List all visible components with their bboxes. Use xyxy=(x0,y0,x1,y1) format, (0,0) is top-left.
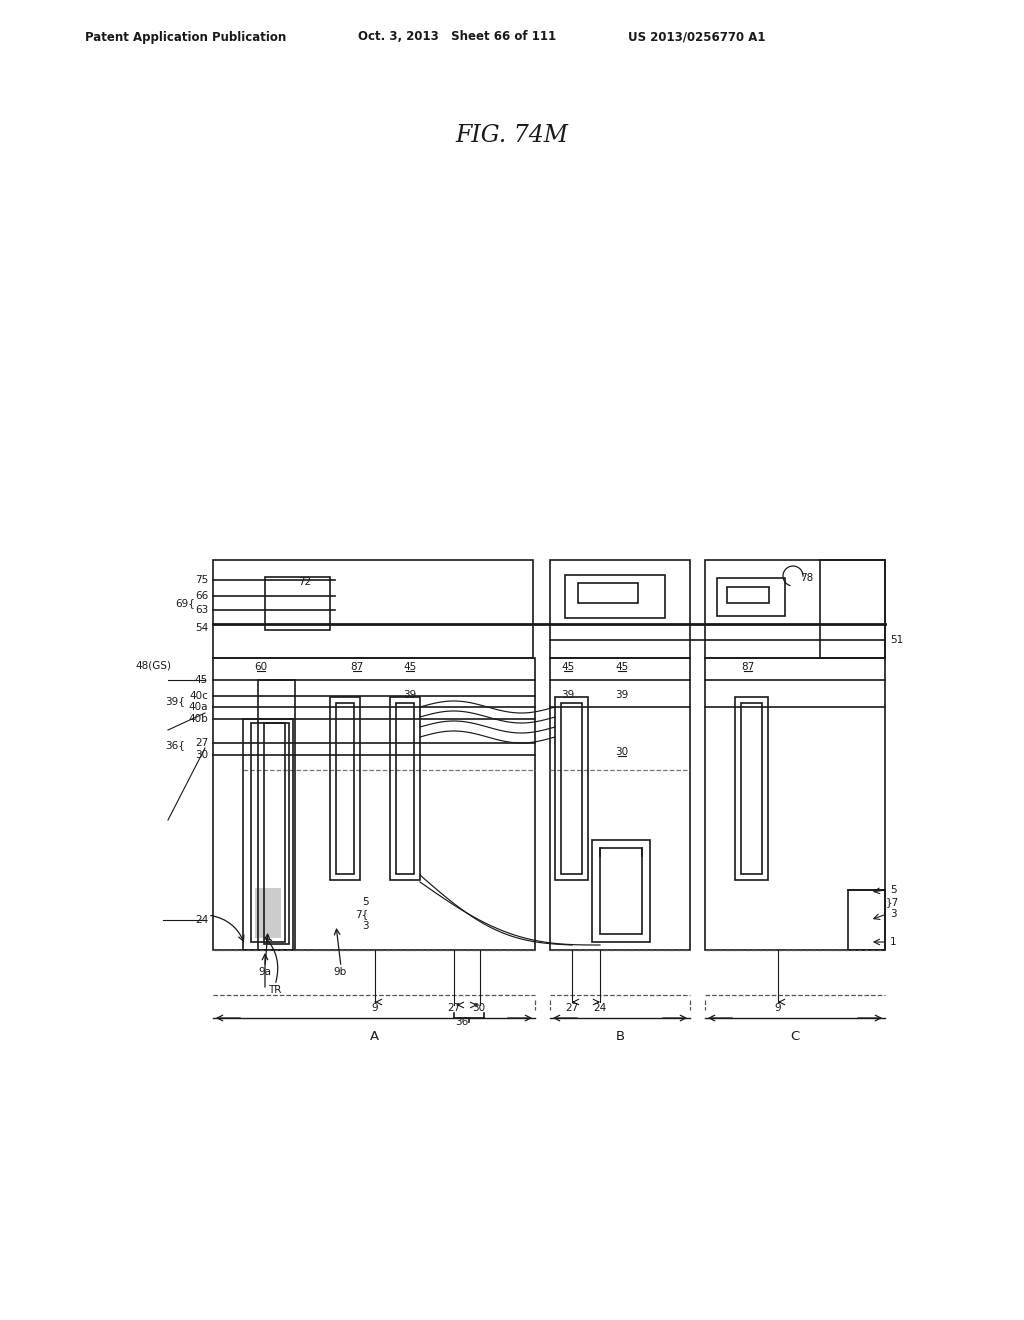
Text: 30: 30 xyxy=(195,750,208,760)
Bar xyxy=(265,577,330,630)
Text: 87: 87 xyxy=(741,663,755,672)
Text: 72: 72 xyxy=(298,577,311,587)
Text: 1: 1 xyxy=(890,937,897,946)
Bar xyxy=(213,657,535,950)
Text: 9b: 9b xyxy=(334,968,347,977)
Text: A: A xyxy=(370,1030,379,1043)
Text: 45: 45 xyxy=(615,663,629,672)
Text: 27: 27 xyxy=(447,1003,461,1012)
Text: 40c: 40c xyxy=(189,690,208,701)
Bar xyxy=(705,560,885,657)
Bar xyxy=(735,697,768,880)
Bar xyxy=(741,704,762,874)
Text: 30: 30 xyxy=(615,747,629,756)
Text: 24: 24 xyxy=(593,1003,606,1012)
Text: 36{: 36{ xyxy=(165,741,185,750)
Text: 27: 27 xyxy=(565,1003,579,1012)
Text: 51: 51 xyxy=(890,635,903,645)
Text: 40a: 40a xyxy=(188,702,208,711)
Text: 75: 75 xyxy=(195,576,208,585)
Text: 40b: 40b xyxy=(188,714,208,723)
Text: 63: 63 xyxy=(195,605,208,615)
Bar xyxy=(336,704,354,874)
Text: 78: 78 xyxy=(800,573,813,583)
Text: 9: 9 xyxy=(775,1003,781,1012)
Text: TR: TR xyxy=(268,985,282,995)
Text: 9: 9 xyxy=(372,1003,378,1012)
Text: FIG. 74M: FIG. 74M xyxy=(456,124,568,147)
Bar xyxy=(578,583,638,603)
Text: 45: 45 xyxy=(195,675,208,685)
Text: C: C xyxy=(791,1030,800,1043)
Bar xyxy=(604,855,638,931)
Bar xyxy=(251,723,285,942)
Text: 39: 39 xyxy=(561,690,574,700)
Text: Patent Application Publication: Patent Application Publication xyxy=(85,30,287,44)
Bar xyxy=(717,578,785,616)
Text: 60: 60 xyxy=(254,663,267,672)
Text: 48(GS): 48(GS) xyxy=(135,661,171,671)
Bar xyxy=(255,888,281,939)
Text: 24: 24 xyxy=(195,915,208,925)
Bar xyxy=(705,657,885,950)
Bar xyxy=(264,723,289,944)
Text: 66: 66 xyxy=(195,591,208,601)
Text: 9a: 9a xyxy=(258,968,271,977)
Bar xyxy=(396,704,414,874)
Bar xyxy=(600,847,642,935)
Text: 7{: 7{ xyxy=(355,909,369,919)
Text: 39{: 39{ xyxy=(165,697,185,706)
Bar xyxy=(330,697,360,880)
Bar xyxy=(848,890,885,950)
Bar xyxy=(550,560,690,657)
Bar xyxy=(555,697,588,880)
Text: 36: 36 xyxy=(456,1016,469,1027)
Text: 45: 45 xyxy=(403,663,417,672)
Bar xyxy=(565,576,665,618)
Text: 5: 5 xyxy=(362,898,369,907)
Text: 69{: 69{ xyxy=(175,598,195,609)
Bar xyxy=(820,560,885,657)
Text: 39: 39 xyxy=(615,690,629,700)
Text: 45: 45 xyxy=(561,663,574,672)
Bar xyxy=(258,680,295,950)
Bar xyxy=(592,840,650,942)
Text: }7: }7 xyxy=(886,898,899,907)
Bar xyxy=(727,587,769,603)
Text: 5: 5 xyxy=(890,884,897,895)
Text: 54: 54 xyxy=(195,623,208,634)
Text: 87: 87 xyxy=(350,663,364,672)
Text: B: B xyxy=(615,1030,625,1043)
Text: 3: 3 xyxy=(362,921,369,931)
Bar xyxy=(243,719,293,950)
Text: 3: 3 xyxy=(890,909,897,919)
Text: US 2013/0256770 A1: US 2013/0256770 A1 xyxy=(628,30,766,44)
Bar xyxy=(561,704,582,874)
Bar xyxy=(550,657,690,950)
Text: 30: 30 xyxy=(472,1003,485,1012)
Bar xyxy=(390,697,420,880)
Text: Oct. 3, 2013   Sheet 66 of 111: Oct. 3, 2013 Sheet 66 of 111 xyxy=(358,30,556,44)
Text: 27: 27 xyxy=(195,738,208,748)
Bar xyxy=(213,560,534,657)
Text: 39: 39 xyxy=(403,690,417,700)
